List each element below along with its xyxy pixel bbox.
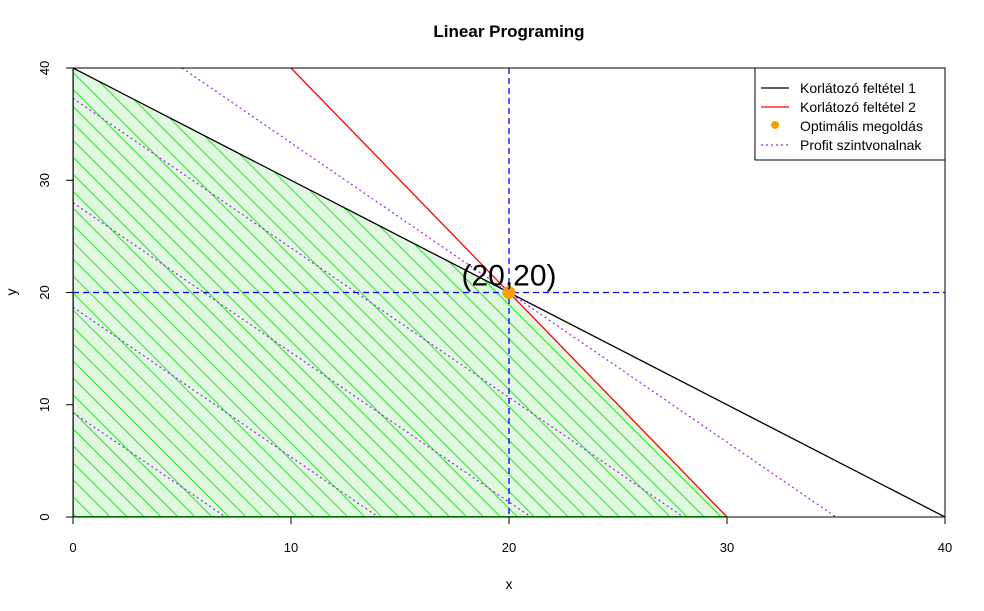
optimal-point (502, 286, 516, 299)
chart-title: Linear Programing (433, 22, 584, 41)
x-tick-label: 30 (720, 540, 734, 555)
profit-level-line (73, 412, 226, 517)
feasible-region-hatch (73, 68, 727, 517)
profit-level-line (73, 97, 684, 517)
plot-area (73, 68, 945, 517)
axes: 0 10 20 30 40 0 10 20 30 40 (37, 61, 952, 555)
y-tick-label: 10 (37, 398, 52, 412)
legend: Korlátozó feltétel 1 Korlátozó feltétel 2… (754, 67, 946, 161)
y-axis-label: y (3, 289, 19, 296)
y-tick-label: 40 (37, 61, 52, 75)
x-tick-label: 40 (938, 540, 952, 555)
x-axis-label: x (506, 576, 513, 592)
x-tick-label: 10 (284, 540, 298, 555)
legend-entry-label: Optimális megoldás (800, 118, 923, 134)
optimal-point-label: (20,20) (461, 260, 556, 293)
y-tick-label: 30 (37, 173, 52, 187)
legend-entry-label: Profit szintvonalnak (800, 137, 922, 153)
y-tick-label: 20 (37, 285, 52, 299)
x-tick-label: 20 (502, 540, 516, 555)
y-tick-label: 0 (37, 513, 52, 520)
x-tick-label: 0 (69, 540, 76, 555)
profit-level-line (73, 306, 379, 517)
legend-entry-label: Korlátozó feltétel 2 (800, 99, 916, 115)
legend-swatch-point (771, 121, 779, 129)
legend-entry-label: Korlátozó feltétel 1 (800, 80, 916, 96)
